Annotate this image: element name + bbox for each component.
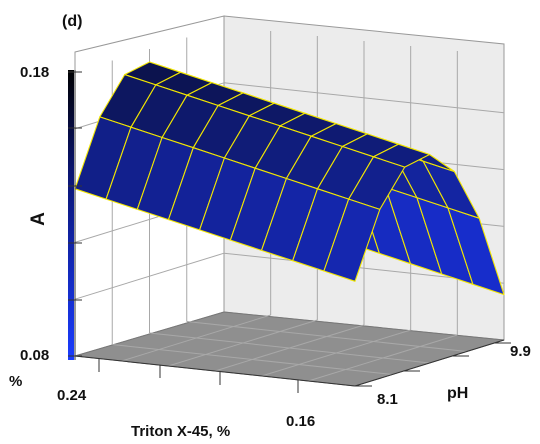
z-colorbar [68, 70, 74, 360]
x-unit-fragment: % [9, 373, 22, 390]
y-tick-0: 8.1 [377, 391, 398, 408]
y-tick-1: 9.9 [510, 343, 531, 360]
floor-grid-line [112, 344, 393, 375]
y-axis-line [354, 339, 505, 387]
surface-mesh [74, 61, 505, 296]
floor-grid-line [149, 332, 430, 364]
surface-patch [323, 198, 381, 282]
z-tick-min: 0.08 [20, 347, 49, 364]
y-axis-ticks [355, 342, 511, 387]
z-axis-title: A [28, 212, 49, 226]
x-tick-1: 0.16 [286, 413, 315, 430]
z-tick-max: 0.18 [20, 64, 49, 81]
panel-label: (d) [62, 13, 82, 30]
x-axis-line [74, 355, 356, 387]
floor-grid-line [186, 321, 467, 352]
y-axis-title: pH [447, 385, 468, 402]
x-tick-0: 0.24 [57, 387, 87, 404]
x-axis-ticks [98, 359, 299, 393]
x-axis-title: Triton X-45, % [131, 423, 230, 440]
